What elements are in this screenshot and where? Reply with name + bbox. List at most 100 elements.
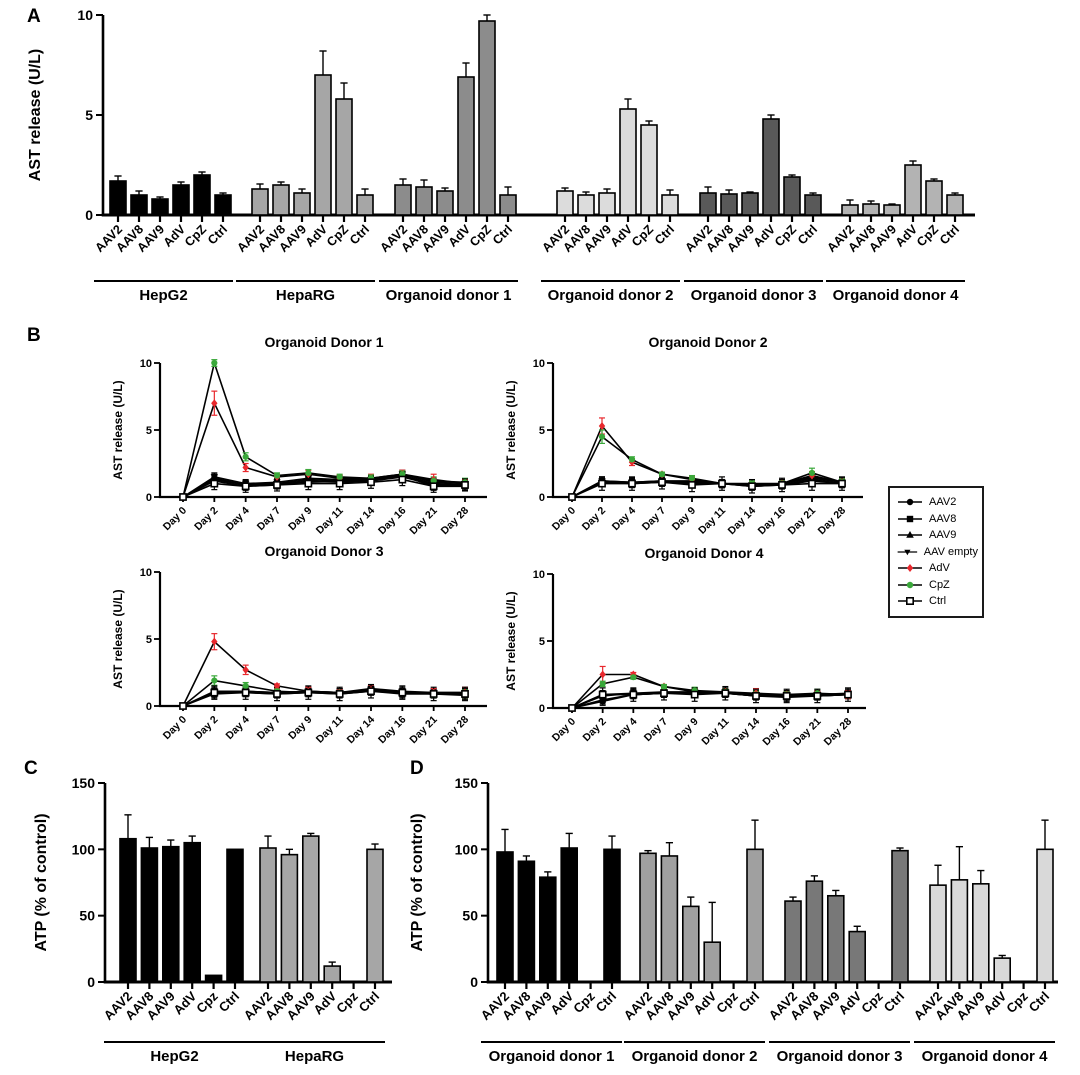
y-tick-label: 100: [72, 841, 96, 857]
bar-hepg2-cpz: [204, 974, 223, 983]
marker-square-open: [461, 481, 469, 489]
y-tick-label: 5: [146, 634, 152, 646]
bar-hepg2-aav2: [119, 837, 137, 983]
marker-square-open: [179, 702, 187, 710]
legend-item-ctrl: Ctrl: [896, 593, 978, 610]
x-tick-label: Day 14: [730, 716, 763, 749]
marker-square-open: [598, 479, 606, 488]
marker-square: [906, 515, 914, 522]
bar-organoid-donor-4-aav8: [862, 203, 880, 216]
marker-square-open: [660, 689, 668, 698]
bar-heparg-cpz: [335, 98, 353, 216]
marker-square-open: [748, 482, 756, 491]
subplot-title: Organoid Donor 4: [645, 545, 764, 561]
marker-circle: [336, 473, 343, 480]
x-tick-label: Day 21: [407, 714, 440, 747]
group-label: Organoid donor 3: [777, 1048, 903, 1065]
bar-organoid-donor-4-aav2: [929, 884, 947, 983]
bar-hepg2-adv: [172, 184, 190, 216]
bar-organoid-donor-2-ctrl: [746, 848, 764, 983]
marker-square-open: [273, 481, 281, 489]
marker-square-open: [752, 692, 760, 700]
x-tick-label: Day 14: [345, 505, 378, 538]
category-label: Ctrl: [356, 989, 382, 1015]
x-tick-label: Day 28: [439, 714, 472, 747]
bar-organoid-donor-1-aav2: [394, 184, 412, 216]
x-tick-label: Day 0: [161, 714, 189, 742]
legend-label: AAV9: [929, 529, 957, 542]
bar-organoid-donor-3-aav8: [805, 880, 824, 983]
bar-hepg2-aav9: [162, 845, 180, 983]
x-tick-label: Day 9: [670, 505, 698, 533]
marker-triangle-down: [304, 475, 313, 483]
bar-hepg2-aav8: [140, 847, 159, 983]
bar-hepg2-adv: [183, 841, 201, 983]
bar-heparg-aav8: [280, 853, 299, 983]
category-label: Ctrl: [216, 989, 242, 1015]
marker-circle: [598, 433, 606, 440]
marker-square-open: [179, 493, 187, 501]
marker-circle: [906, 499, 914, 506]
x-tick-label: Day 0: [161, 505, 189, 533]
legend-item-aav9: AAV9: [896, 527, 978, 544]
group-label: HepaRG: [276, 287, 335, 304]
marker-square-open: [690, 690, 699, 699]
marker-square-open: [778, 481, 786, 489]
marker-diamond: [242, 665, 249, 674]
x-tick-label: Day 7: [255, 505, 283, 533]
y-tick-label: 50: [462, 908, 478, 924]
bar-organoid-donor-4-aav9: [971, 883, 990, 983]
category-label: CpZ: [629, 222, 656, 249]
category-label: Ctrl: [205, 222, 230, 247]
bar-organoid-donor-3-adv: [848, 930, 867, 983]
group-label: Organoid donor 1: [489, 1048, 615, 1065]
legend-item-aav8: AAV8: [896, 511, 978, 528]
marker-square-open: [629, 690, 638, 699]
bar-organoid-donor-1-aav9: [539, 876, 557, 983]
group-label: Organoid donor 4: [833, 287, 959, 304]
panel-d-label: D: [410, 758, 424, 779]
category-label: Ctrl: [593, 989, 619, 1015]
x-tick-label: Day 28: [439, 505, 472, 538]
legend-label: AAV2: [929, 496, 957, 509]
category-label: Ctrl: [347, 222, 372, 247]
bar-heparg-aav8: [272, 184, 290, 216]
group-label: Organoid donor 4: [922, 1048, 1048, 1065]
marker-square-open: [658, 478, 666, 487]
legend-label: AdV: [929, 562, 950, 575]
y-tick-label: 0: [470, 974, 478, 990]
y-axis-title: ATP (% of control): [409, 813, 426, 951]
subplot-title: Organoid Donor 1: [265, 334, 384, 350]
marker-diamond: [273, 681, 281, 690]
bar-organoid-donor-1-aav2: [496, 851, 514, 983]
x-tick-label: Day 16: [760, 716, 793, 749]
y-tick-label: 150: [72, 775, 96, 791]
marker-square-open: [304, 688, 313, 697]
y-tick-label: 0: [539, 703, 545, 715]
group-label: HepaRG: [285, 1048, 344, 1065]
y-tick-label: 5: [539, 425, 545, 437]
x-tick-label: Day 7: [640, 505, 668, 533]
panel-b-plot: Organoid Donor 1 0 5 10 AST release (U/L) Day…: [111, 334, 866, 749]
bar-organoid-donor-1-cpz: [478, 20, 496, 216]
x-tick-label: Day 14: [726, 505, 759, 538]
x-tick-label: Day 28: [816, 505, 849, 538]
marker-circle: [660, 683, 668, 690]
bar-organoid-donor-4-cpz: [925, 180, 943, 216]
y-tick-label: 10: [140, 358, 152, 370]
legend-marker-diamond-filled: [898, 564, 922, 573]
legend-item-aav2: AAV2: [896, 494, 978, 511]
group-label: HepG2: [150, 1048, 198, 1065]
bar-organoid-donor-1-ctrl: [499, 194, 517, 216]
marker-circle: [599, 680, 606, 687]
bar-heparg-aav9: [301, 835, 320, 983]
marker-square-open: [335, 479, 344, 488]
y-axis-title: AST release (U/L): [111, 380, 125, 479]
series-line-aav8: [182, 474, 465, 498]
category-label: Ctrl: [1026, 989, 1052, 1015]
x-tick-label: Day 11: [696, 505, 728, 537]
marker-circle: [305, 469, 312, 476]
y-axis-title: AST release (U/L): [504, 591, 518, 690]
bar-organoid-donor-3-ctrl: [804, 194, 822, 216]
